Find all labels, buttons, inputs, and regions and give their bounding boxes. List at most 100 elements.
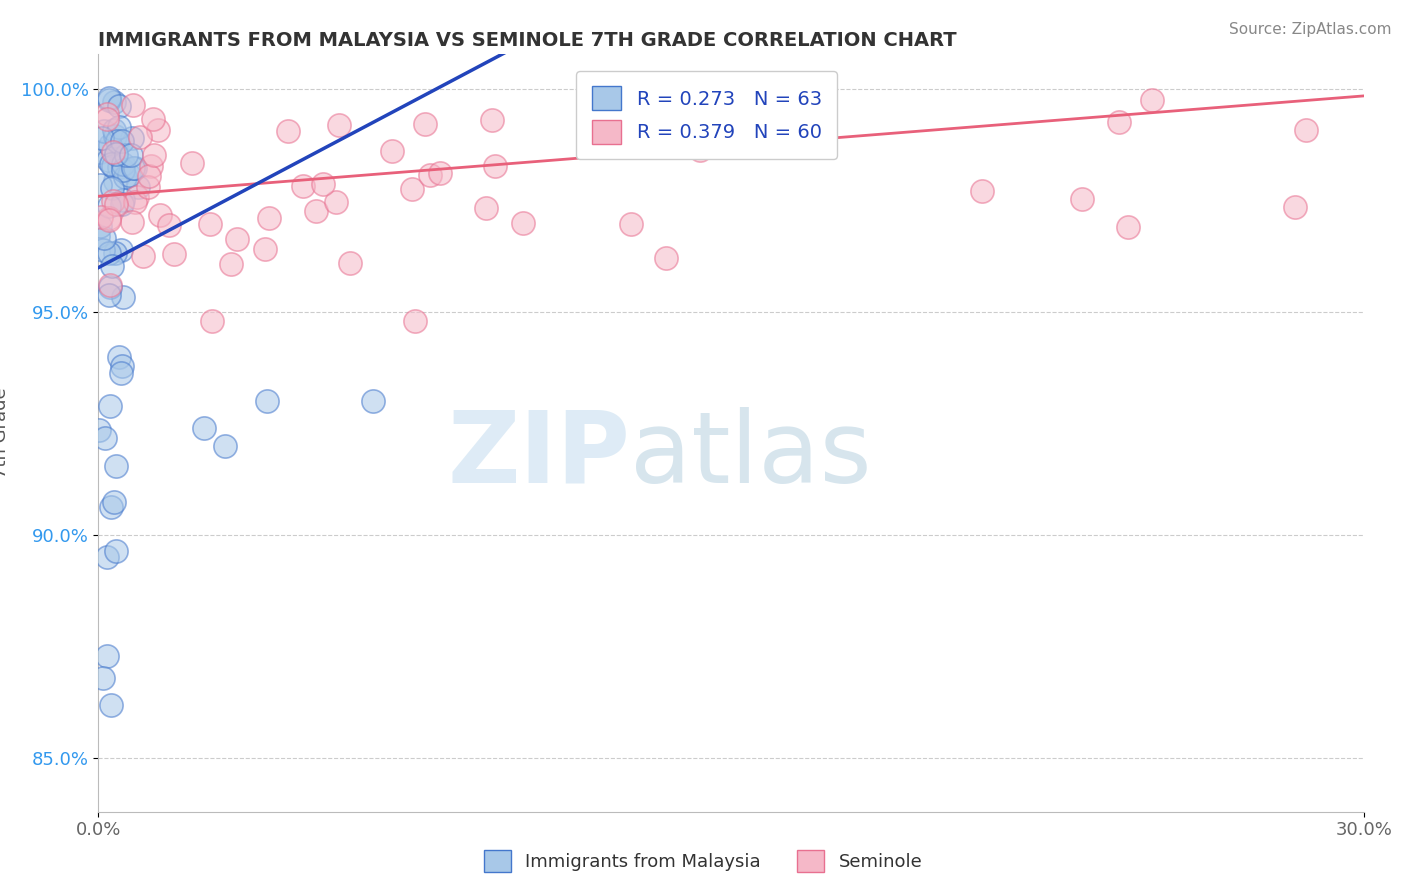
Point [101, 181, 124, 195]
Point [104, 174, 127, 188]
Point [104, 246, 127, 260]
Point [89, 178, 111, 192]
Y-axis label: 7th Grade: 7th Grade [0, 387, 10, 478]
Point [112, 290, 135, 304]
Point [105, 147, 128, 161]
Point [111, 359, 134, 373]
Point [100, 500, 122, 514]
Point [100, 399, 122, 413]
Point [96, 648, 118, 663]
Point [127, 180, 149, 194]
Point [163, 247, 186, 261]
Point [97, 91, 120, 105]
Point [1070, 192, 1092, 206]
Point [104, 458, 127, 473]
Point [200, 217, 222, 231]
Point [108, 120, 131, 135]
Point [193, 421, 215, 435]
Point [103, 494, 125, 508]
Point [121, 215, 143, 229]
Point [121, 131, 143, 145]
Point [90, 211, 112, 225]
Point [1116, 219, 1139, 234]
Point [101, 159, 124, 173]
Point [1295, 123, 1317, 137]
Point [1284, 200, 1306, 214]
Point [136, 179, 159, 194]
Point [481, 112, 503, 127]
Point [115, 148, 138, 162]
Point [1140, 93, 1163, 107]
Point [121, 98, 143, 112]
Point [103, 123, 125, 137]
Point [381, 145, 404, 159]
Point [226, 232, 249, 246]
Point [180, 155, 202, 169]
Point [970, 184, 993, 198]
Point [219, 257, 242, 271]
Point [121, 161, 143, 175]
Legend: R = 0.273   N = 63, R = 0.379   N = 60: R = 0.273 N = 63, R = 0.379 N = 60 [576, 70, 838, 159]
Point [157, 218, 180, 232]
Point [89, 423, 111, 437]
Point [103, 95, 125, 109]
Point [104, 128, 127, 143]
Point [93, 231, 115, 245]
Point [807, 140, 830, 154]
Point [401, 182, 423, 196]
Point [108, 161, 131, 175]
Point [91, 671, 114, 685]
Legend: Immigrants from Malaysia, Seminole: Immigrants from Malaysia, Seminole [477, 843, 929, 879]
Point [107, 134, 129, 148]
Text: IMMIGRANTS FROM MALAYSIA VS SEMINOLE 7TH GRADE CORRELATION CHART: IMMIGRANTS FROM MALAYSIA VS SEMINOLE 7TH… [98, 31, 957, 50]
Point [125, 190, 148, 204]
Point [138, 169, 160, 184]
Point [90, 131, 112, 145]
Point [94, 431, 117, 445]
Point [214, 439, 236, 453]
Point [124, 161, 146, 176]
Point [104, 544, 127, 558]
Point [98, 288, 121, 302]
Point [361, 394, 384, 409]
Point [142, 148, 165, 162]
Point [97, 245, 120, 260]
Point [111, 134, 134, 148]
Point [107, 350, 129, 364]
Text: ZIP: ZIP [447, 407, 630, 504]
Point [1108, 115, 1130, 129]
Point [305, 204, 328, 219]
Point [620, 218, 643, 232]
Point [254, 242, 277, 256]
Point [689, 143, 711, 157]
Point [96, 106, 118, 120]
Point [108, 99, 131, 113]
Point [98, 138, 121, 153]
Point [120, 148, 142, 162]
Point [124, 194, 146, 209]
Point [257, 211, 280, 226]
Point [98, 93, 121, 107]
Point [110, 366, 132, 380]
Point [132, 250, 155, 264]
Point [97, 153, 120, 168]
Point [146, 123, 169, 137]
Point [149, 208, 172, 222]
Point [325, 195, 347, 210]
Point [111, 193, 134, 207]
Point [419, 168, 441, 182]
Point [339, 256, 361, 270]
Point [89, 219, 111, 234]
Point [98, 211, 121, 226]
Point [413, 117, 436, 131]
Point [429, 166, 451, 180]
Point [96, 549, 118, 564]
Point [404, 314, 426, 328]
Point [91, 244, 114, 258]
Point [277, 124, 299, 138]
Point [328, 119, 350, 133]
Point [655, 251, 678, 265]
Point [484, 159, 506, 173]
Point [512, 216, 534, 230]
Point [87, 229, 110, 244]
